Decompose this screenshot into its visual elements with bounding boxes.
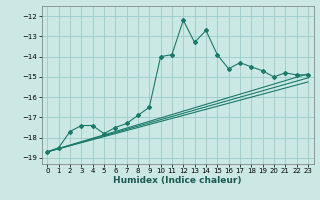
X-axis label: Humidex (Indice chaleur): Humidex (Indice chaleur) [113, 176, 242, 185]
